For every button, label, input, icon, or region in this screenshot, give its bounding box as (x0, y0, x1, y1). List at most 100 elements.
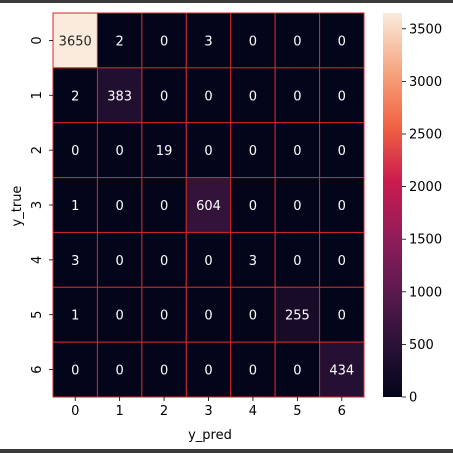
y-tick-label: 3 (30, 201, 45, 209)
cell-value-label: 0 (71, 364, 79, 379)
heatmap-cells (52, 12, 365, 398)
heatmap-cell (96, 341, 143, 398)
cell-value-label: 0 (160, 254, 168, 269)
colorbar-ticks: 0 500 1000 1500 2000 2500 3000 3500 (402, 22, 442, 406)
x-tick-label: 0 (71, 404, 79, 419)
heatmap-cell (274, 122, 321, 179)
x-tick-label: 6 (338, 404, 346, 419)
y-tick-label: 1 (30, 91, 45, 99)
x-tick-label: 2 (160, 404, 168, 419)
cell-value-label: 383 (107, 89, 132, 104)
cell-value-label: 3 (204, 34, 212, 49)
heatmap-cell (319, 231, 365, 288)
heatmap-cell (185, 286, 232, 343)
cell-value-label: 0 (338, 34, 346, 49)
heatmap-cell (96, 231, 143, 288)
cell-value-label: 1 (71, 199, 79, 214)
cell-value-label: 0 (160, 34, 168, 49)
cell-value-label: 0 (293, 89, 301, 104)
cell-value-label: 2 (71, 89, 79, 104)
heatmap-cell (274, 12, 321, 69)
heatmap-cell (319, 341, 365, 398)
cell-value-label: 0 (338, 199, 346, 214)
cell-value-label: 0 (116, 364, 124, 379)
cell-value-label: 0 (338, 144, 346, 159)
heatmap-cell-labels: 3650 2 0 3 0 0 0 2 383 0 0 0 0 0 0 0 19 0 0 0 0 1 0 0 604 0 0 0 3 0 0 0… (59, 34, 355, 378)
heatmap-cell (141, 67, 187, 124)
cell-value-label: 3 (71, 254, 79, 269)
cell-value-label: 255 (285, 309, 310, 324)
cell-value-label: 0 (249, 89, 257, 104)
cell-value-label: 0 (160, 309, 168, 324)
colorbar-tick-label: 500 (409, 338, 434, 353)
cell-value-label: 0 (293, 199, 301, 214)
x-tick-label: 3 (204, 404, 212, 419)
heatmap-cell (185, 122, 232, 179)
cell-value-label: 3 (249, 254, 257, 269)
heatmap-cell (141, 122, 187, 179)
cell-value-label: 0 (338, 89, 346, 104)
cell-value-label: 19 (156, 144, 173, 159)
cell-value-label: 0 (249, 144, 257, 159)
cell-value-label: 0 (293, 144, 301, 159)
cell-value-label: 0 (249, 34, 257, 49)
x-axis-label: y_pred (188, 428, 232, 443)
heatmap-cell (319, 67, 365, 124)
cell-value-label: 0 (204, 254, 212, 269)
heatmap-cell (274, 341, 321, 398)
colorbar-tick-label: 2500 (409, 127, 442, 142)
x-axis-ticks: 0 1 2 3 4 5 6 (71, 397, 346, 419)
x-tick-label: 1 (116, 404, 124, 419)
heatmap-cell (96, 122, 143, 179)
heatmap-cell (52, 286, 98, 343)
heatmap-cell (185, 12, 232, 69)
cell-value-label: 0 (293, 364, 301, 379)
y-tick-label: 2 (30, 146, 45, 154)
cell-value-label: 0 (293, 34, 301, 49)
colorbar-tick-label: 0 (409, 391, 417, 406)
cell-value-label: 0 (116, 309, 124, 324)
window-edge-bottom (0, 449, 453, 453)
colorbar-tick-label: 2000 (409, 180, 442, 195)
cell-value-label: 0 (249, 309, 257, 324)
cell-value-label: 0 (71, 144, 79, 159)
cell-value-label: 0 (160, 89, 168, 104)
heatmap-cell (319, 286, 365, 343)
heatmap-cell (185, 341, 232, 398)
cell-value-label: 604 (196, 199, 221, 214)
heatmap-cell (319, 122, 365, 179)
heatmap-cell (96, 177, 143, 233)
heatmap-cell (319, 177, 365, 233)
y-tick-label: 5 (30, 311, 45, 319)
heatmap-cell (230, 286, 276, 343)
y-tick-label: 6 (30, 365, 45, 373)
cell-value-label: 0 (204, 309, 212, 324)
cell-value-label: 0 (160, 364, 168, 379)
heatmap-cell (96, 12, 143, 69)
cell-value-label: 0 (204, 364, 212, 379)
cell-value-label: 0 (160, 199, 168, 214)
cell-value-label: 434 (329, 364, 354, 379)
heatmap-cell (52, 231, 98, 288)
y-axis-ticks: 0 1 2 3 4 5 6 (30, 36, 53, 374)
cell-value-label: 0 (338, 254, 346, 269)
colorbar-tick-label: 3000 (409, 75, 442, 90)
x-tick-label: 4 (249, 404, 257, 419)
heatmap-cell (52, 67, 98, 124)
cell-value-label: 0 (249, 199, 257, 214)
heatmap-cell (230, 122, 276, 179)
cell-value-label: 0 (116, 199, 124, 214)
cell-value-label: 0 (204, 89, 212, 104)
y-tick-label: 0 (30, 36, 45, 44)
cell-value-label: 0 (293, 254, 301, 269)
cell-value-label: 0 (116, 254, 124, 269)
cell-value-label: 0 (204, 144, 212, 159)
y-axis-label: y_true (10, 186, 25, 227)
cell-value-label: 0 (249, 364, 257, 379)
heatmap-cell (274, 177, 321, 233)
heatmap-cell (319, 12, 365, 69)
cell-value-label: 0 (116, 144, 124, 159)
heatmap-cell (230, 67, 276, 124)
